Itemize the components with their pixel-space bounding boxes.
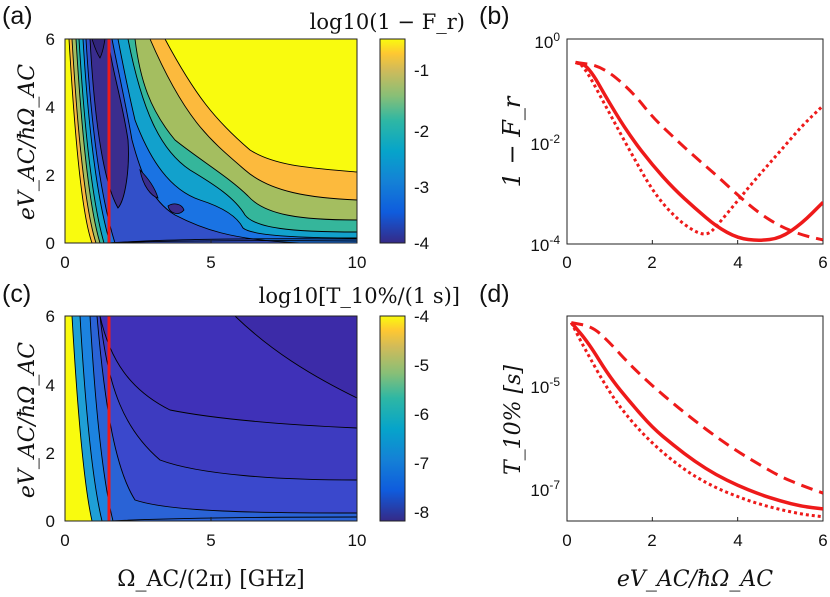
heatmap-c <box>65 316 357 521</box>
panel-label-d: (d) <box>479 280 510 308</box>
y-axis-label-a: eV_AC/ħΩ_AC <box>15 64 40 220</box>
y-tick-label: 100 <box>534 30 560 52</box>
panel-a: 0 5 10 0 2 4 6 (a) eV_AC/ħΩ_AC log10(1 −… <box>2 2 465 272</box>
y-ticks-a: 0 2 4 6 <box>46 30 55 253</box>
y-tick-label: 2 <box>46 166 55 185</box>
y-tick-label: 10-5 <box>530 375 560 397</box>
colorbar-tick-label: -7 <box>414 454 429 473</box>
x-tick-label: 10 <box>348 253 367 272</box>
x-axis-label-c: Ω_AC/(2π) [GHz] <box>117 567 305 592</box>
x-ticks-d: 0 2 4 6 <box>562 531 827 550</box>
colorbar-ticks-a: -1 -2 -3 -4 <box>414 61 429 253</box>
colorbar-a <box>379 38 406 244</box>
y-tick-label: 10-4 <box>530 233 560 255</box>
colorbar-tick-label: -1 <box>414 61 429 80</box>
panel-c: 0 5 10 0 2 4 6 (c) eV_AC/ħΩ_AC Ω_AC/(2π)… <box>2 280 460 592</box>
y-tick-label: 10-2 <box>530 132 560 154</box>
panel-label-b: (b) <box>479 2 510 30</box>
colorbar-tick-label: -5 <box>414 356 429 375</box>
colorbar-ticks-c: -4 -5 -6 -7 -8 <box>414 307 429 522</box>
series-line-dashed <box>575 60 823 242</box>
y-tick-label: 10-7 <box>530 478 560 500</box>
colorbar-tick-label: -4 <box>414 234 429 253</box>
y-tick-label: 0 <box>46 234 55 253</box>
x-tick-label: 0 <box>60 253 69 272</box>
panel-label-c: (c) <box>2 280 31 308</box>
x-tick-label: 2 <box>647 531 656 550</box>
x-tick-label: 4 <box>733 531 742 550</box>
y-tick-label: 6 <box>46 30 55 49</box>
y-axis-label-d: T_10% [s] <box>501 365 526 475</box>
x-ticks-c: 0 5 10 <box>60 517 366 550</box>
x-tick-label: 0 <box>562 253 571 272</box>
colorbar-tick-label: -6 <box>414 405 429 424</box>
colorbar-title-c: log10[T_10%/(1 s)] <box>259 284 460 308</box>
panel-d: 0 2 4 6 10-5 10-7 (d) T_10% [s] eV_AC/ħΩ… <box>479 280 828 592</box>
x-tick-label: 6 <box>818 531 827 550</box>
colorbar-tick-label: -8 <box>414 503 429 522</box>
y-ticks-d: 10-5 10-7 <box>530 375 560 500</box>
x-tick-label: 10 <box>348 531 367 550</box>
y-tick-label: 6 <box>46 307 55 326</box>
y-ticks-b: 100 10-2 10-4 <box>530 30 560 255</box>
y-tick-label: 2 <box>46 444 55 463</box>
x-tick-label: 0 <box>562 531 571 550</box>
y-tick-label: 4 <box>46 98 55 117</box>
y-tick-label: 4 <box>46 376 55 395</box>
panel-b: 0 2 4 6 100 10-2 10-4 (b) 1 − F_r <box>479 2 828 272</box>
y-axis-label-c: eV_AC/ħΩ_AC <box>15 342 40 498</box>
x-tick-label: 6 <box>818 253 827 272</box>
series-line-solid <box>569 321 823 511</box>
axes-frame-d <box>566 315 824 522</box>
colorbar-title-a: log10(1 − F_r) <box>310 10 465 34</box>
colorbar-tick-label: -2 <box>414 122 429 141</box>
x-tick-label: 4 <box>733 253 742 272</box>
x-axis-label-d: eV_AC/ħΩ_AC <box>617 567 773 592</box>
x-ticks-a: 0 5 10 <box>60 239 366 272</box>
y-tick-label: 0 <box>46 512 55 531</box>
colorbar-tick-label: -4 <box>414 307 429 326</box>
x-tick-label: 5 <box>206 531 215 550</box>
x-tick-label: 2 <box>647 253 656 272</box>
colorbar-tick-label: -3 <box>414 178 429 197</box>
y-axis-label-b: 1 − F_r <box>498 95 526 187</box>
x-tick-label: 0 <box>60 531 69 550</box>
series-line-solid <box>575 60 823 242</box>
x-ticks-b: 0 2 4 6 <box>562 253 827 272</box>
x-tick-label: 5 <box>206 253 215 272</box>
series-line-dotted <box>569 321 823 519</box>
series-line-dashed <box>571 321 823 495</box>
y-ticks-c: 0 2 4 6 <box>46 307 55 531</box>
panel-label-a: (a) <box>2 2 33 30</box>
axes-frame-b <box>566 38 824 245</box>
heatmap-a <box>65 39 357 243</box>
colorbar-c <box>379 315 406 522</box>
